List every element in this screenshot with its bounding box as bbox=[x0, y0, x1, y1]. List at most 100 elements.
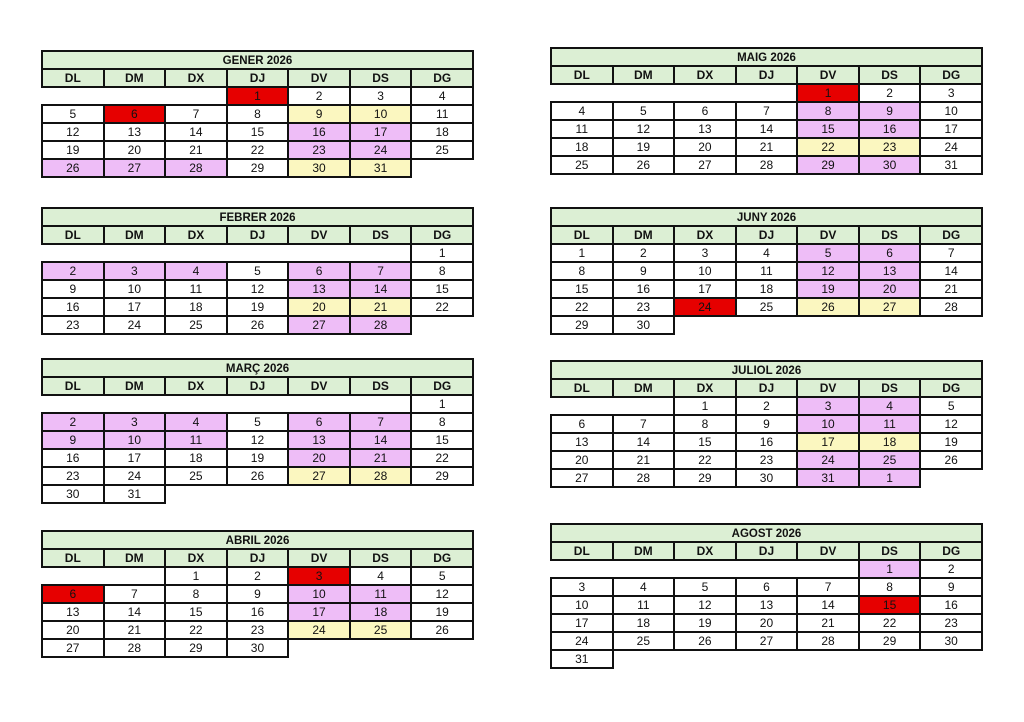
day-cell: 16 bbox=[611, 279, 676, 299]
day-cell: 7 bbox=[611, 414, 676, 434]
day-cell: 12 bbox=[225, 279, 290, 299]
weekday-header-row: DL DM DX DJ DV DS DG bbox=[41, 68, 474, 88]
day-cell: 8 bbox=[410, 412, 474, 432]
day-cell: 28 bbox=[796, 631, 860, 651]
day-cell: 12 bbox=[611, 119, 676, 139]
empty-day-cell bbox=[920, 316, 982, 334]
weekday-header: DG bbox=[410, 548, 474, 568]
day-cell: 6 bbox=[734, 577, 799, 597]
week-row: 26 27 28 29 30 31 bbox=[41, 158, 473, 178]
day-cell: 24 bbox=[919, 137, 983, 157]
weekday-header: DJ bbox=[225, 376, 290, 396]
day-cell: 7 bbox=[734, 101, 799, 121]
day-cell: 4 bbox=[857, 396, 922, 416]
calendar-abril: ABRIL 2026 DL DM DX DJ DV DS DG 1 2 3 4 5 6 7 8 9 10 11 12 1… bbox=[41, 530, 474, 658]
empty-day-cell bbox=[350, 395, 412, 413]
day-cell: 9 bbox=[225, 584, 290, 604]
day-cell: 4 bbox=[734, 243, 799, 263]
day-cell: 26 bbox=[41, 158, 105, 178]
day-cell: 17 bbox=[287, 602, 351, 622]
empty-day-cell bbox=[411, 485, 473, 503]
day-cell: 2 bbox=[734, 396, 799, 416]
day-cell: 24 bbox=[550, 631, 614, 651]
day-cell: 19 bbox=[796, 279, 860, 299]
empty-day-cell bbox=[736, 316, 798, 334]
day-cell: 6 bbox=[41, 584, 105, 604]
weekday-header: DL bbox=[550, 541, 614, 561]
day-cell: 2 bbox=[857, 83, 922, 103]
day-cell: 8 bbox=[796, 101, 860, 121]
day-cell: 22 bbox=[410, 448, 474, 468]
day-cell: 13 bbox=[550, 432, 614, 452]
week-row: 16 17 18 19 20 21 22 bbox=[41, 448, 474, 468]
day-cell: 7 bbox=[919, 243, 983, 263]
weekday-header: DX bbox=[673, 378, 737, 398]
day-cell: 30 bbox=[919, 631, 983, 651]
day-cell: 20 bbox=[734, 613, 799, 633]
weekday-header: DS bbox=[348, 68, 413, 88]
empty-day-cell bbox=[411, 639, 473, 657]
day-cell: 20 bbox=[550, 450, 614, 470]
day-cell: 14 bbox=[102, 602, 167, 622]
day-cell: 4 bbox=[164, 412, 228, 432]
empty-day-cell bbox=[551, 84, 613, 102]
day-cell: 25 bbox=[611, 631, 676, 651]
day-cell: 4 bbox=[164, 261, 228, 281]
day-cell: 5 bbox=[611, 101, 676, 121]
day-cell: 26 bbox=[225, 466, 290, 486]
day-cell: 14 bbox=[919, 261, 983, 281]
day-cell: 2 bbox=[225, 566, 290, 586]
day-cell: 29 bbox=[164, 638, 228, 658]
calendar-juliol: JULIOL 2026 DL DM DX DJ DV DS DG 1 2 3 4 5 6 7 8 9 10 11 12… bbox=[550, 360, 983, 488]
day-cell: 11 bbox=[857, 414, 922, 434]
day-cell: 5 bbox=[919, 396, 983, 416]
day-cell: 29 bbox=[550, 315, 614, 335]
day-cell: 1 bbox=[164, 566, 228, 586]
day-cell: 23 bbox=[287, 140, 351, 160]
weekday-header: DJ bbox=[225, 548, 290, 568]
day-cell: 31 bbox=[796, 468, 860, 488]
day-cell: 18 bbox=[164, 448, 228, 468]
day-cell: 6 bbox=[102, 104, 167, 124]
calendar-febrer: FEBRER 2026 DL DM DX DJ DV DS DG 1 2 3 4 5 6 7 8 9 10 11 12… bbox=[41, 207, 474, 335]
day-cell: 16 bbox=[287, 122, 351, 142]
weekday-header: DG bbox=[919, 541, 983, 561]
week-row: 1 bbox=[42, 394, 474, 414]
week-row: 27 28 29 30 bbox=[41, 638, 473, 658]
day-cell: 29 bbox=[225, 158, 290, 178]
day-cell: 15 bbox=[857, 595, 922, 615]
day-cell: 22 bbox=[410, 297, 474, 317]
month-grid: DL DM DX DJ DV DS DG 1 2 3 4 5 6 7 8 9 10 11 12 13 14 15 16 17 1… bbox=[41, 376, 474, 504]
weekday-header: DG bbox=[410, 376, 474, 396]
weekday-header: DL bbox=[550, 225, 614, 245]
day-cell: 8 bbox=[410, 261, 474, 281]
month-grid: DL DM DX DJ DV DS DG 1 2 3 4 5 6 7 8 9 10 11 12 13 14 15 16 17 1… bbox=[550, 541, 983, 669]
day-cell: 22 bbox=[673, 450, 737, 470]
day-cell: 18 bbox=[611, 613, 676, 633]
day-cell: 16 bbox=[225, 602, 290, 622]
day-cell: 30 bbox=[734, 468, 799, 488]
day-cell: 19 bbox=[410, 602, 474, 622]
day-cell: 16 bbox=[919, 595, 983, 615]
weekday-header: DG bbox=[410, 68, 474, 88]
week-row: 1 bbox=[42, 243, 474, 263]
empty-day-cell bbox=[227, 395, 289, 413]
weekday-header: DV bbox=[287, 376, 351, 396]
empty-day-cell bbox=[42, 395, 104, 413]
week-row: 6 7 8 9 10 11 12 bbox=[550, 414, 983, 434]
empty-day-cell bbox=[104, 395, 166, 413]
weekday-header-row: DL DM DX DJ DV DS DG bbox=[550, 65, 983, 85]
day-cell: 4 bbox=[611, 577, 676, 597]
day-cell: 9 bbox=[41, 430, 105, 450]
empty-day-cell bbox=[674, 560, 736, 578]
day-cell: 15 bbox=[410, 279, 474, 299]
day-cell: 13 bbox=[41, 602, 105, 622]
day-cell: 23 bbox=[734, 450, 799, 470]
month-title: GENER 2026 bbox=[41, 50, 474, 68]
week-row: 10 11 12 13 14 15 16 bbox=[550, 595, 983, 615]
day-cell: 23 bbox=[41, 315, 105, 335]
week-row: 13 14 15 16 17 18 19 bbox=[41, 602, 474, 622]
week-row: 25 26 27 28 29 30 31 bbox=[550, 155, 983, 175]
